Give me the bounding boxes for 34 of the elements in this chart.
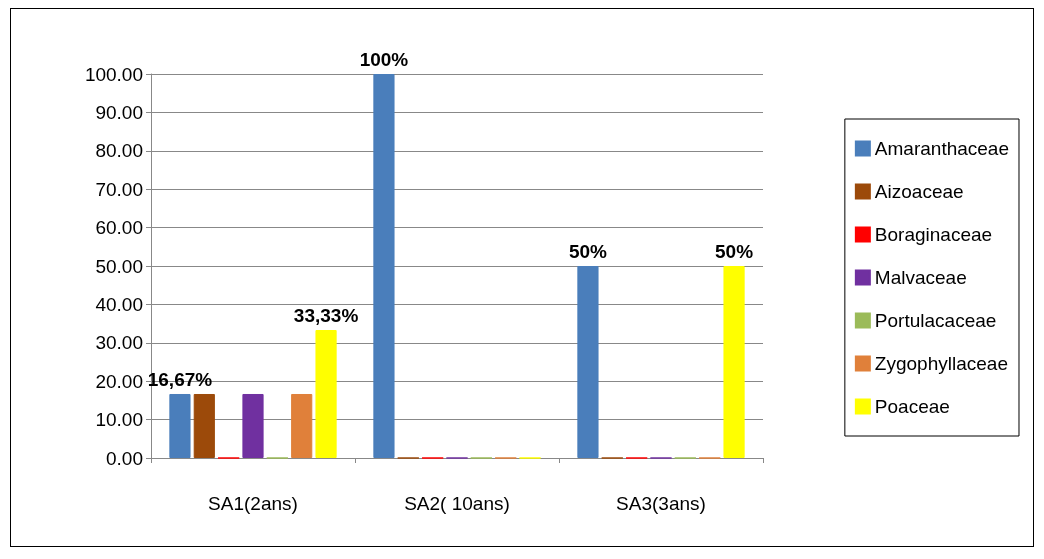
x-tick-label: SA3(3ans)	[616, 493, 706, 514]
legend-label: Poaceae	[874, 396, 950, 417]
y-tick-label: 30.00	[95, 332, 143, 354]
y-tick-label: 50.00	[95, 255, 143, 277]
y-tick-label: 20.00	[95, 370, 143, 392]
bar	[169, 393, 191, 458]
bar	[723, 266, 745, 458]
legend-label: Amaranthaceae	[874, 138, 1010, 159]
legend-label: Portulacaceae	[874, 310, 997, 331]
bar	[242, 393, 264, 458]
legend-label: Zygophyllaceae	[874, 353, 1008, 374]
y-tick-label: 40.00	[95, 293, 143, 315]
bar	[373, 74, 395, 458]
y-tick-label: 70.00	[95, 178, 143, 200]
data-label: 33,33%	[293, 305, 359, 327]
y-tick-label: 100.00	[84, 63, 143, 85]
y-tick-label: 60.00	[95, 217, 143, 239]
legend-label: Malvaceae	[874, 267, 967, 288]
bar	[193, 393, 215, 458]
bar	[315, 330, 337, 458]
data-label: 50%	[715, 241, 754, 262]
y-tick-label: 10.00	[95, 409, 143, 431]
x-tick-label: SA1(2ans)	[208, 493, 298, 514]
data-label: 50%	[568, 241, 608, 262]
data-label: 16,67%	[147, 368, 213, 390]
y-tick-label: 90.00	[95, 101, 143, 123]
x-tick-label: SA2( 10ans)	[404, 493, 510, 514]
legend-label: Boraginaceae	[874, 224, 993, 245]
legend-label: Aizoaceae	[874, 181, 964, 202]
bar	[291, 393, 313, 458]
y-tick-label: 0.00	[106, 447, 143, 469]
bar	[577, 266, 599, 458]
data-label: 100%	[359, 49, 409, 70]
y-tick-label: 80.00	[95, 140, 143, 162]
